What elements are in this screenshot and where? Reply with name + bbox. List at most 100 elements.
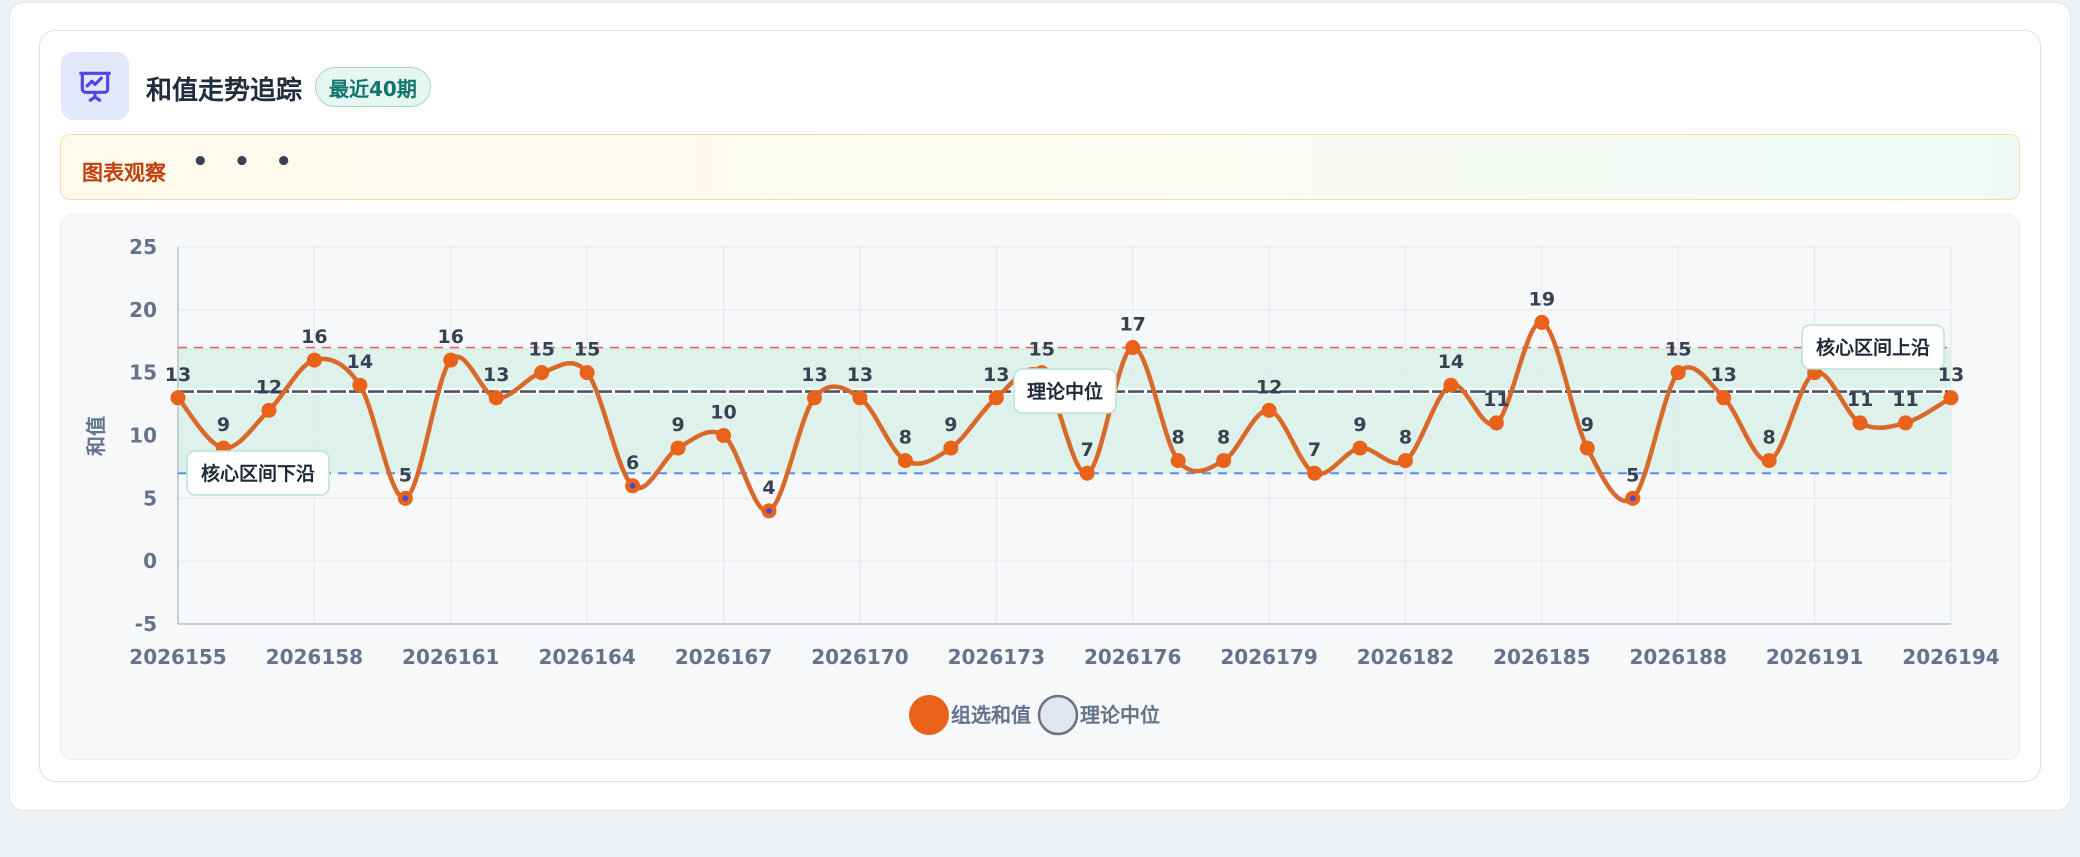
data-point bbox=[1534, 314, 1550, 330]
x-tick-label: 2026194 bbox=[1902, 645, 1999, 669]
low-point-marker bbox=[1629, 495, 1636, 502]
data-label: 9 bbox=[671, 414, 684, 436]
x-tick-label: 2026155 bbox=[129, 645, 226, 669]
loading-dots: • • • bbox=[192, 147, 300, 177]
data-label: 7 bbox=[1308, 439, 1321, 461]
data-point bbox=[670, 440, 686, 456]
data-point bbox=[306, 352, 322, 368]
data-point bbox=[1261, 402, 1277, 418]
data-label: 16 bbox=[301, 326, 327, 348]
period-badge: 最近40期 bbox=[315, 67, 431, 107]
data-label: 9 bbox=[217, 414, 230, 436]
data-point bbox=[897, 453, 913, 469]
data-label: 8 bbox=[1172, 427, 1185, 449]
data-point bbox=[716, 428, 732, 443]
data-label: 13 bbox=[983, 364, 1009, 386]
data-point bbox=[1443, 377, 1459, 393]
legend-swatch-median bbox=[1037, 694, 1079, 736]
data-point bbox=[1579, 440, 1595, 456]
data-point bbox=[1397, 453, 1413, 469]
y-tick-label: 5 bbox=[143, 486, 157, 510]
data-point bbox=[352, 377, 368, 393]
data-point bbox=[806, 390, 822, 406]
data-label: 13 bbox=[847, 364, 873, 386]
x-tick-label: 2026164 bbox=[538, 645, 635, 669]
y-tick-label: 20 bbox=[129, 298, 157, 322]
x-tick-label: 2026161 bbox=[402, 645, 499, 669]
series-line bbox=[176, 320, 1953, 514]
x-tick-label: 2026176 bbox=[1084, 645, 1181, 669]
sum-trend-chart: -5 0 5 10 15 20 25 2026155 2026158 2026161 2026164… bbox=[84, 235, 2000, 736]
x-tick-label: 2026191 bbox=[1766, 645, 1863, 669]
x-tick-label: 2026179 bbox=[1220, 645, 1317, 669]
lower-bound-callout-box bbox=[186, 450, 330, 496]
x-tick-label: 2026158 bbox=[266, 645, 363, 669]
data-label: 13 bbox=[165, 364, 191, 386]
data-label: 8 bbox=[1217, 427, 1230, 449]
data-label: 15 bbox=[1665, 339, 1691, 361]
data-point bbox=[443, 352, 459, 368]
data-label: 13 bbox=[483, 364, 509, 386]
data-point bbox=[1716, 390, 1732, 406]
x-tick-label: 2026167 bbox=[675, 645, 772, 669]
data-label: 15 bbox=[528, 339, 554, 361]
legend-label-series: 组选和值 bbox=[951, 703, 1031, 727]
data-label: 9 bbox=[1353, 414, 1366, 436]
legend-swatch-series bbox=[909, 695, 949, 735]
upper-bound-callout: 核心区间上沿 bbox=[1816, 336, 1930, 359]
median-callout: 理论中位 bbox=[1027, 380, 1103, 403]
data-point bbox=[1170, 453, 1186, 469]
data-point bbox=[1216, 453, 1232, 469]
data-label: 11 bbox=[1892, 389, 1918, 411]
data-point bbox=[1670, 365, 1686, 381]
data-point bbox=[261, 402, 277, 418]
y-tick-label: 0 bbox=[143, 549, 157, 573]
data-point bbox=[988, 390, 1004, 406]
x-tick-label: 2026188 bbox=[1630, 645, 1727, 669]
data-point bbox=[1079, 465, 1095, 481]
y-tick-label: 25 bbox=[129, 235, 157, 259]
data-point bbox=[852, 390, 868, 406]
page-title: 和值走势追踪 bbox=[146, 76, 303, 106]
low-point-marker bbox=[629, 482, 636, 489]
data-label: 4 bbox=[762, 477, 775, 499]
data-label: 11 bbox=[1483, 389, 1509, 411]
y-tick-label: -5 bbox=[135, 612, 157, 636]
data-label: 8 bbox=[1399, 427, 1412, 449]
y-tick-label: 15 bbox=[129, 361, 157, 385]
x-tick-label: 2026182 bbox=[1357, 645, 1454, 669]
data-label: 7 bbox=[1081, 439, 1094, 461]
data-label: 6 bbox=[626, 452, 639, 474]
insight-bar[interactable]: 图表观察 • • • bbox=[60, 134, 2020, 200]
data-point bbox=[1352, 440, 1368, 456]
data-point bbox=[534, 365, 550, 381]
y-tick-label: 10 bbox=[129, 424, 157, 448]
data-label: 8 bbox=[1763, 427, 1776, 449]
chart-presentation-icon bbox=[61, 52, 129, 120]
data-point bbox=[579, 365, 595, 381]
data-label: 11 bbox=[1847, 389, 1873, 411]
data-point bbox=[1898, 415, 1914, 431]
median-callout-box bbox=[1013, 368, 1117, 414]
data-label: 8 bbox=[899, 427, 912, 449]
data-point bbox=[1943, 390, 1959, 406]
x-tick-label: 2026185 bbox=[1493, 645, 1590, 669]
data-label: 13 bbox=[1938, 364, 1964, 386]
data-point bbox=[1488, 415, 1504, 431]
data-point bbox=[488, 390, 504, 406]
data-point bbox=[170, 390, 186, 406]
low-point-marker bbox=[402, 495, 409, 502]
chart-panel: -5 0 5 10 15 20 25 2026155 2026158 2026161 2026164… bbox=[60, 214, 2020, 760]
lower-bound-callout: 核心区间下沿 bbox=[201, 462, 315, 485]
data-point bbox=[1852, 415, 1868, 431]
data-label: 13 bbox=[801, 364, 827, 386]
data-label: 19 bbox=[1529, 288, 1555, 310]
data-label: 13 bbox=[1710, 364, 1736, 386]
data-point bbox=[1307, 465, 1323, 481]
data-label: 12 bbox=[256, 376, 282, 398]
data-label: 5 bbox=[1626, 464, 1639, 486]
data-label: 14 bbox=[347, 351, 373, 373]
x-tick-label: 2026170 bbox=[811, 645, 908, 669]
data-point bbox=[943, 440, 959, 456]
data-label: 9 bbox=[1581, 414, 1594, 436]
